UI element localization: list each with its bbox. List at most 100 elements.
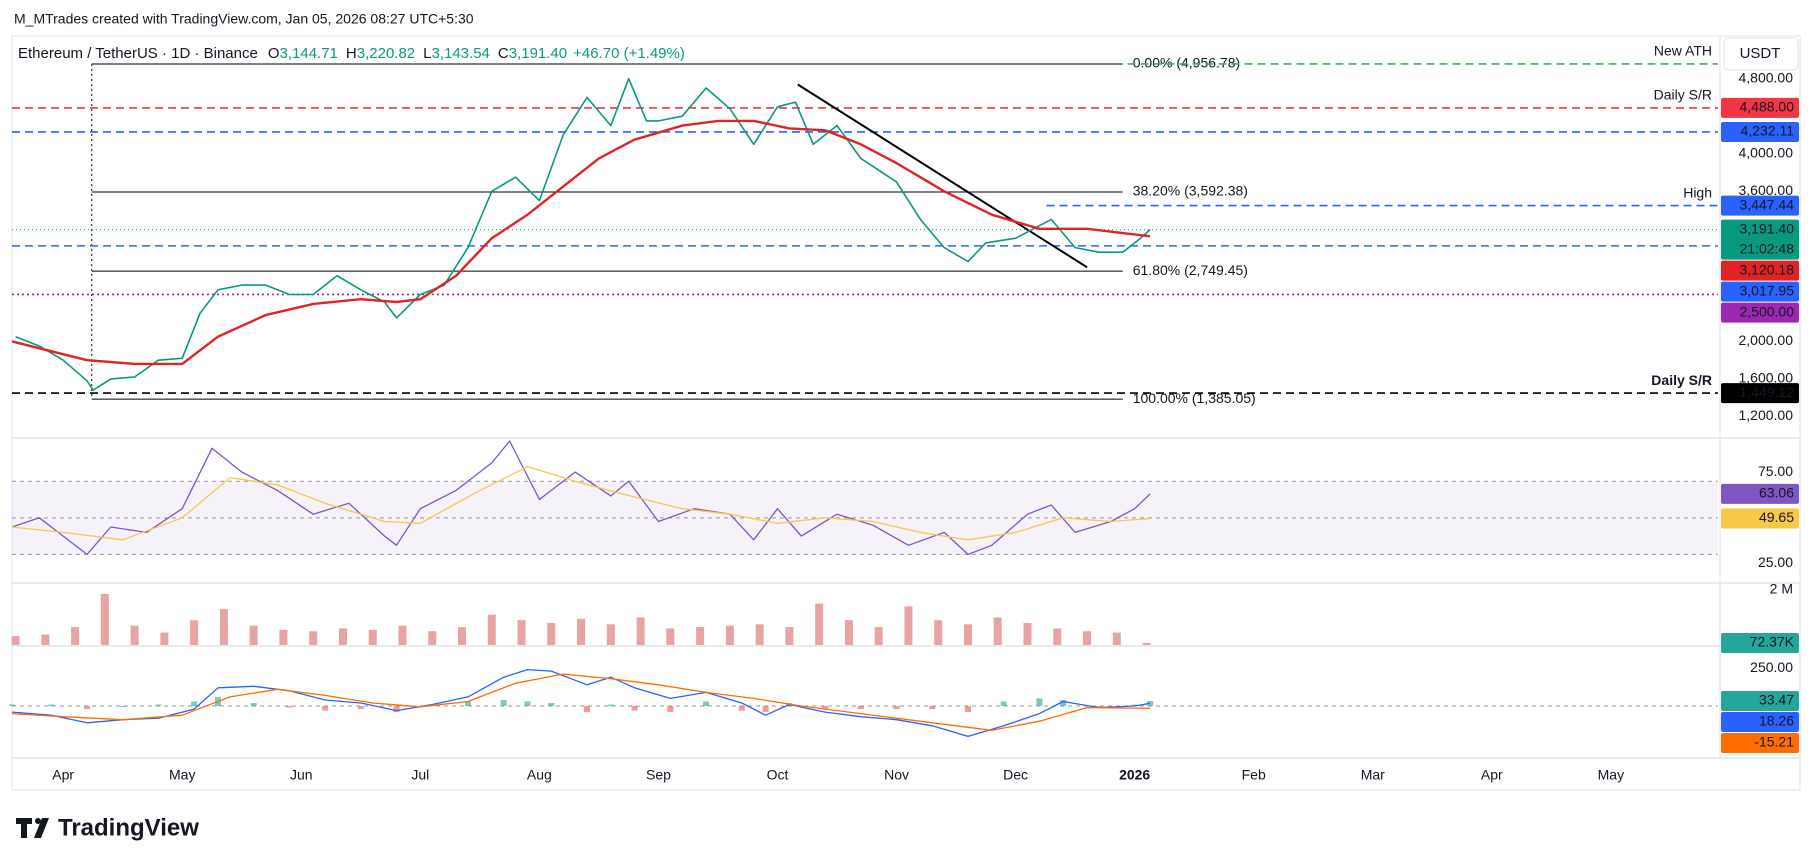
histogram-bar xyxy=(893,706,900,710)
price-tag-label: 4,488.00 xyxy=(1740,99,1795,115)
volume-bar xyxy=(547,622,556,645)
level-text: High xyxy=(1683,184,1712,200)
price-tag xyxy=(1721,383,1799,404)
price-tag-label: 3,191.40 xyxy=(1740,220,1795,236)
series-line xyxy=(11,440,1151,556)
x-tick-label: Apr xyxy=(1481,767,1503,783)
volume-bar xyxy=(1053,628,1062,645)
y-tick-label: 4,000.00 xyxy=(1739,144,1794,160)
trendline xyxy=(797,83,1088,269)
price-tag xyxy=(1721,690,1799,711)
series-line xyxy=(11,668,1151,738)
histogram-bar xyxy=(584,706,591,713)
volume-bar xyxy=(41,634,50,645)
histogram-bar xyxy=(1036,698,1043,707)
price-tag xyxy=(1721,97,1799,118)
level-text: Daily S/R xyxy=(1651,372,1712,388)
histogram-bar xyxy=(464,701,471,707)
price-tag xyxy=(1721,195,1799,216)
histogram-bar xyxy=(703,701,710,707)
price-tag-label: 3,447.44 xyxy=(1740,196,1795,212)
volume-bar xyxy=(309,631,318,645)
histogram-bar xyxy=(286,706,293,708)
x-tick-label: Oct xyxy=(767,767,789,783)
price-tag-label: 21:02:48 xyxy=(1740,240,1795,256)
price-tag-label: -15.21 xyxy=(1754,734,1794,750)
volume-bar xyxy=(249,625,258,645)
volume-bar xyxy=(190,620,199,645)
x-tick-label: Jun xyxy=(290,767,313,783)
volume-bar xyxy=(1142,643,1151,645)
x-tick-label: Nov xyxy=(884,767,909,783)
band-fill xyxy=(12,481,1718,555)
histogram-bar xyxy=(393,706,400,713)
price-tag-label: 18.26 xyxy=(1759,713,1794,729)
histogram-bar xyxy=(929,706,936,710)
series-line xyxy=(11,673,1151,731)
symbol-legend: Ethereum / TetherUS · 1D · Binance O3,144… xyxy=(18,45,685,62)
histogram-bar xyxy=(762,706,769,713)
y-tick-label: 1,200.00 xyxy=(1739,407,1794,423)
volume-bar xyxy=(368,629,377,645)
brand-logo xyxy=(16,818,49,838)
histogram-bar xyxy=(1131,704,1138,707)
volume-bar xyxy=(219,609,228,645)
histogram-bar xyxy=(119,706,126,708)
volume-bar xyxy=(487,614,496,645)
histogram-bar xyxy=(250,703,257,707)
price-tag-label: 49.65 xyxy=(1759,509,1794,525)
histogram-bar xyxy=(857,706,864,710)
volume-bar xyxy=(696,627,705,645)
brand: TradingView xyxy=(58,814,199,841)
x-tick-label: Apr xyxy=(52,767,74,783)
fib-label: 100.00% (1,385.05) xyxy=(1133,390,1256,406)
volume-bar xyxy=(1083,631,1092,645)
currency-box xyxy=(1723,37,1799,71)
volume-bar xyxy=(160,632,169,645)
x-tick-label: May xyxy=(169,767,195,783)
histogram-bar xyxy=(1000,701,1007,707)
price-tag xyxy=(1721,302,1799,323)
ohlc-value: 3,143.54 xyxy=(431,45,489,62)
fib-label: 38.20% (3,592.38) xyxy=(1133,183,1248,199)
x-tick-label: Feb xyxy=(1242,767,1266,783)
histogram-bar xyxy=(155,704,162,707)
symbol: Ethereum / TetherUS · 1D · Binance xyxy=(18,45,258,62)
price-tag xyxy=(1721,732,1799,753)
currency: USDT xyxy=(1740,45,1781,62)
volume-bar xyxy=(100,593,109,645)
price-tag-label: 4,232.11 xyxy=(1741,123,1795,139)
y-tick-label: 25.00 xyxy=(1758,554,1793,570)
price-tag-label: 2,500.00 xyxy=(1740,303,1795,319)
y-tick-label: 250.00 xyxy=(1750,659,1793,675)
price-tag-label: 3,017.95 xyxy=(1740,282,1795,298)
price-tag-label: 63.06 xyxy=(1759,485,1794,501)
y-tick-label: 2 M xyxy=(1770,581,1793,597)
ohlc-label: H xyxy=(346,45,357,62)
ohlc-value: 3,220.82 xyxy=(357,45,415,62)
volume-bar xyxy=(666,628,675,645)
volume-bar xyxy=(725,625,734,645)
volume-bar xyxy=(815,603,824,645)
price-tag-label: 1,449.12 xyxy=(1740,384,1795,400)
fib-label: 61.80% (2,749.45) xyxy=(1133,262,1248,278)
series-line xyxy=(11,465,1151,541)
x-tick-label: Sep xyxy=(646,767,671,783)
volume-bar xyxy=(279,629,288,645)
price-tag xyxy=(1721,711,1799,732)
histogram-bar xyxy=(822,706,829,710)
histogram-bar xyxy=(667,706,674,713)
volume-bar xyxy=(993,617,1002,645)
fib-label: 0.00% (4,956.78) xyxy=(1133,55,1240,71)
volume-bar xyxy=(577,618,586,645)
volume-bar xyxy=(517,620,526,645)
volume-bar xyxy=(963,624,972,645)
volume-bar xyxy=(934,620,943,645)
histogram-bar xyxy=(1095,706,1102,708)
y-tick-label: 4,800.00 xyxy=(1739,69,1794,85)
volume-bar xyxy=(606,624,615,645)
ohlc-label: O xyxy=(268,45,280,62)
price-tag xyxy=(1721,483,1799,504)
histogram-bar xyxy=(964,706,971,713)
